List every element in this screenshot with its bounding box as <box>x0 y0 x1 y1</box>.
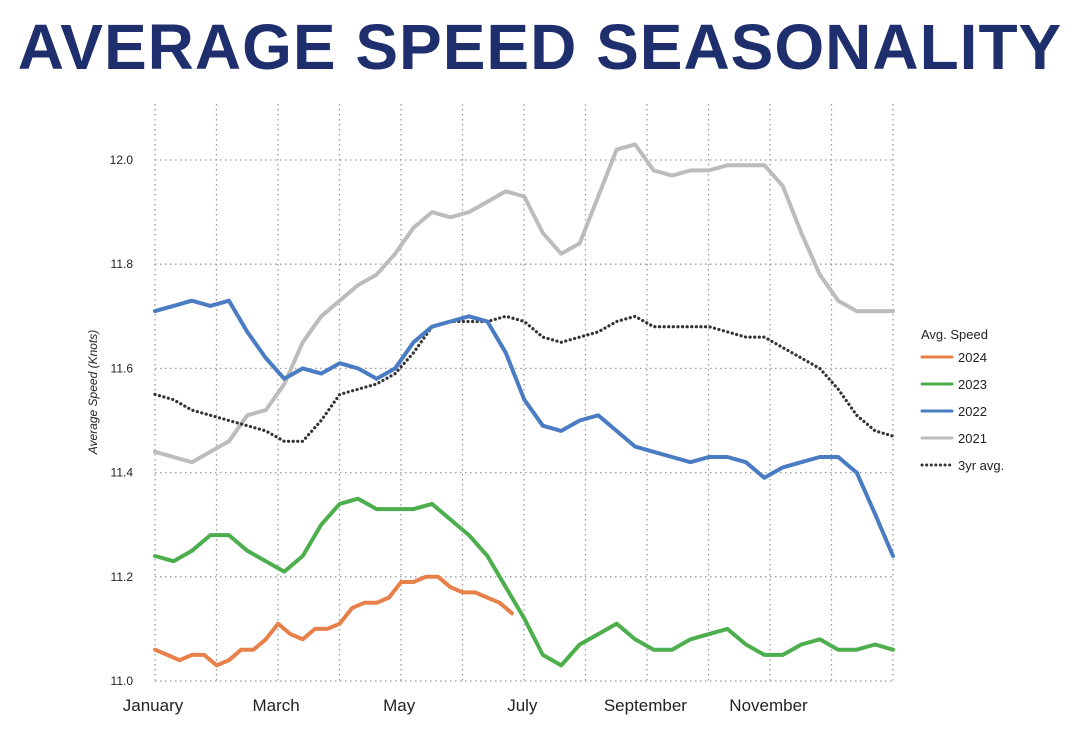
x-tick-label: July <box>507 696 538 715</box>
legend-label: 2022 <box>958 404 987 419</box>
series-lines <box>153 142 895 668</box>
gridlines <box>154 104 894 683</box>
legend-label: 3yr avg. <box>958 458 1004 473</box>
y-axis-ticks: 11.0 11.2 11.4 11.6 11.8 12.0 <box>110 153 134 688</box>
legend: Avg. Speed 2024 2023 2022 2021 3yr avg. <box>920 327 1004 473</box>
series-line-2024 <box>153 574 514 668</box>
y-tick-label: 11.0 <box>111 674 134 688</box>
x-tick-label: May <box>383 696 416 715</box>
y-tick-label: 11.2 <box>111 570 134 584</box>
x-tick-label: January <box>123 696 184 715</box>
legend-title: Avg. Speed <box>921 327 988 342</box>
legend-label: 2021 <box>958 431 987 446</box>
series-line-3yravg <box>153 314 895 443</box>
series-line-2022 <box>153 298 895 558</box>
y-tick-label: 11.4 <box>111 466 134 480</box>
y-tick-label: 11.8 <box>111 257 134 271</box>
x-axis-ticks: January March May July September November <box>123 696 808 715</box>
y-axis-label: Average Speed (Knots) <box>86 330 100 456</box>
chart-title: AVERAGE SPEED SEASONALITY <box>17 11 1063 83</box>
series-line-2023 <box>153 496 895 668</box>
x-tick-label: March <box>252 696 299 715</box>
y-tick-label: 12.0 <box>110 153 134 167</box>
legend-label: 2024 <box>958 350 987 365</box>
series-line-2021 <box>153 142 895 465</box>
x-tick-label: September <box>604 696 687 715</box>
x-tick-label: November <box>729 696 808 715</box>
y-tick-label: 11.6 <box>111 361 134 375</box>
legend-label: 2023 <box>958 377 987 392</box>
